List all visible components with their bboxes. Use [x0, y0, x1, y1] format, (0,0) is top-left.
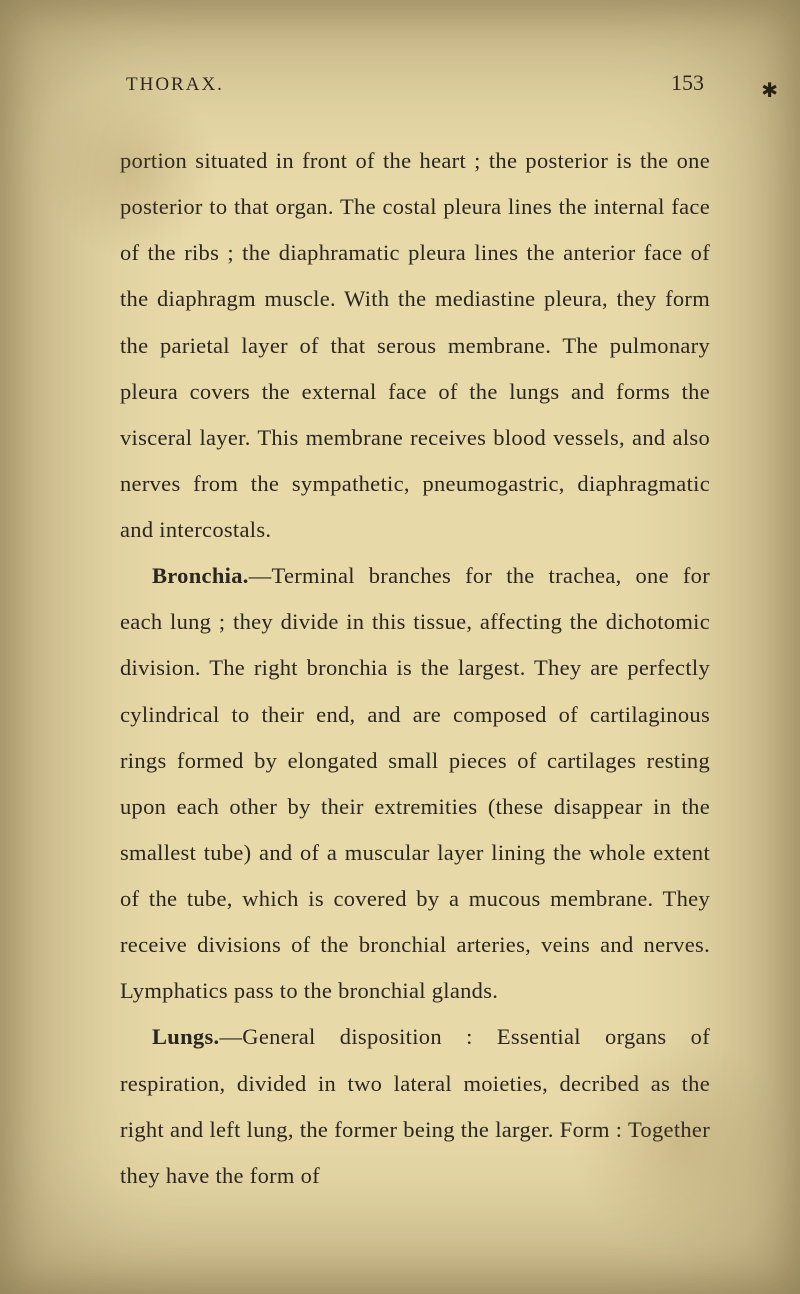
term-bronchia: Bronchia. — [152, 563, 249, 588]
paragraph-1: portion situated in front of the heart ;… — [120, 138, 710, 553]
page-header: THORAX. 153 — [120, 70, 710, 96]
header-title: THORAX. — [126, 74, 224, 96]
page-container: THORAX. 153 ✱ portion situated in front … — [0, 0, 800, 1294]
page-number: 153 — [671, 70, 704, 96]
term-lungs: Lungs. — [152, 1024, 219, 1049]
margin-asterisk: ✱ — [761, 78, 778, 103]
paragraph-2-body: —Terminal branches for the trachea, one … — [120, 563, 710, 1003]
paragraph-3: Lungs.—General disposition : Essential o… — [120, 1014, 710, 1199]
body-text: portion situated in front of the heart ;… — [120, 138, 710, 1199]
paragraph-2: Bronchia.—Terminal branches for the trac… — [120, 553, 710, 1014]
